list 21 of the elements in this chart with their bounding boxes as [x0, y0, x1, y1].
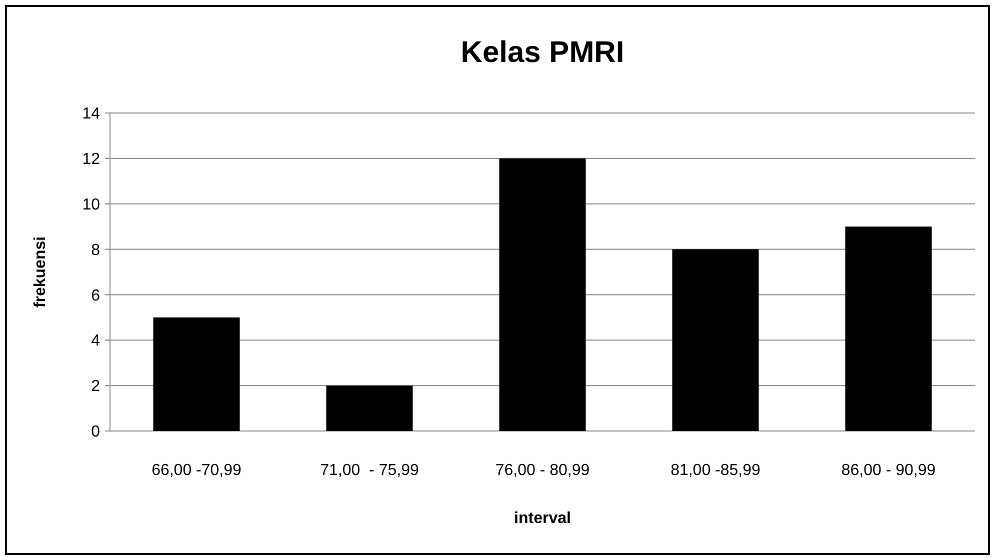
bar: [153, 317, 240, 431]
x-axis-title: interval: [514, 510, 571, 527]
y-tick-label: 12: [82, 151, 100, 168]
y-tick-label: 0: [91, 424, 100, 441]
y-tick-label: 14: [82, 106, 100, 123]
y-tick-label: 8: [91, 242, 100, 259]
y-axis-title: frekuensi: [32, 236, 49, 308]
chart-title: Kelas PMRI: [460, 36, 624, 69]
bar: [326, 386, 413, 431]
bar: [672, 249, 759, 431]
x-tick-label: 71,00 - 75,99: [320, 462, 419, 479]
x-tick-label: 76,00 - 80,99: [495, 462, 590, 479]
bar: [499, 158, 586, 431]
x-tick-label: 81,00 -85,99: [670, 462, 761, 479]
x-tick-label: 66,00 -70,99: [152, 462, 242, 479]
y-tick-label: 4: [91, 332, 100, 350]
bar: [845, 226, 932, 431]
y-tick-label: 6: [91, 287, 100, 304]
y-tick-label: 10: [82, 196, 100, 214]
y-tick-label: 2: [91, 378, 100, 396]
x-tick-label: 86,00 - 90,99: [841, 462, 936, 479]
